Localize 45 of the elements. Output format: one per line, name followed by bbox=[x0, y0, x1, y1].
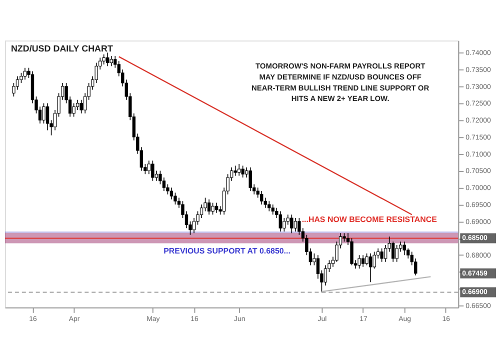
candlestick bbox=[260, 190, 264, 205]
band-label: PREVIOUS SUPPORT AT 0.6850... bbox=[164, 246, 290, 256]
candlestick bbox=[72, 102, 76, 118]
candlestick bbox=[106, 52, 110, 67]
candlestick bbox=[286, 214, 290, 226]
candlestick bbox=[16, 76, 20, 90]
candlestick bbox=[268, 200, 271, 212]
candlestick bbox=[278, 210, 282, 232]
candlestick bbox=[192, 218, 196, 234]
candlestick bbox=[271, 204, 274, 216]
candlestick bbox=[23, 67, 27, 80]
candlestick bbox=[207, 199, 211, 216]
candlestick bbox=[264, 197, 267, 208]
candlestick bbox=[214, 202, 218, 214]
candlestick bbox=[76, 99, 80, 110]
candlestick bbox=[324, 264, 328, 286]
candlestick bbox=[151, 160, 154, 182]
candlestick bbox=[200, 204, 204, 218]
candlestick bbox=[391, 241, 395, 262]
candlestick bbox=[162, 177, 166, 192]
candlestick bbox=[368, 253, 372, 283]
candlestick bbox=[380, 248, 384, 262]
candlestick bbox=[361, 254, 365, 268]
candlestick bbox=[241, 165, 244, 178]
candlestick bbox=[211, 202, 214, 216]
candlestick bbox=[402, 241, 406, 256]
candlestick bbox=[316, 254, 320, 280]
candlestick bbox=[290, 214, 294, 234]
candlestick bbox=[384, 244, 388, 262]
candlestick bbox=[365, 253, 368, 266]
candlestick bbox=[294, 218, 298, 232]
candlestick bbox=[234, 165, 237, 176]
candlestick bbox=[46, 102, 50, 131]
candlestick bbox=[395, 244, 398, 262]
candlestick bbox=[237, 164, 241, 176]
candlestick bbox=[42, 102, 46, 124]
candlestick bbox=[147, 160, 151, 175]
candlestick bbox=[248, 166, 252, 192]
candlestick bbox=[282, 218, 286, 232]
candlestick bbox=[110, 56, 113, 67]
candlestick bbox=[358, 254, 361, 270]
candlestick bbox=[170, 187, 174, 200]
band-label: ...HAS NOW BECOME RESISTANCE bbox=[302, 214, 437, 224]
chart-title: NZD/USD DAILY CHART bbox=[10, 43, 114, 54]
candlestick bbox=[80, 99, 83, 114]
